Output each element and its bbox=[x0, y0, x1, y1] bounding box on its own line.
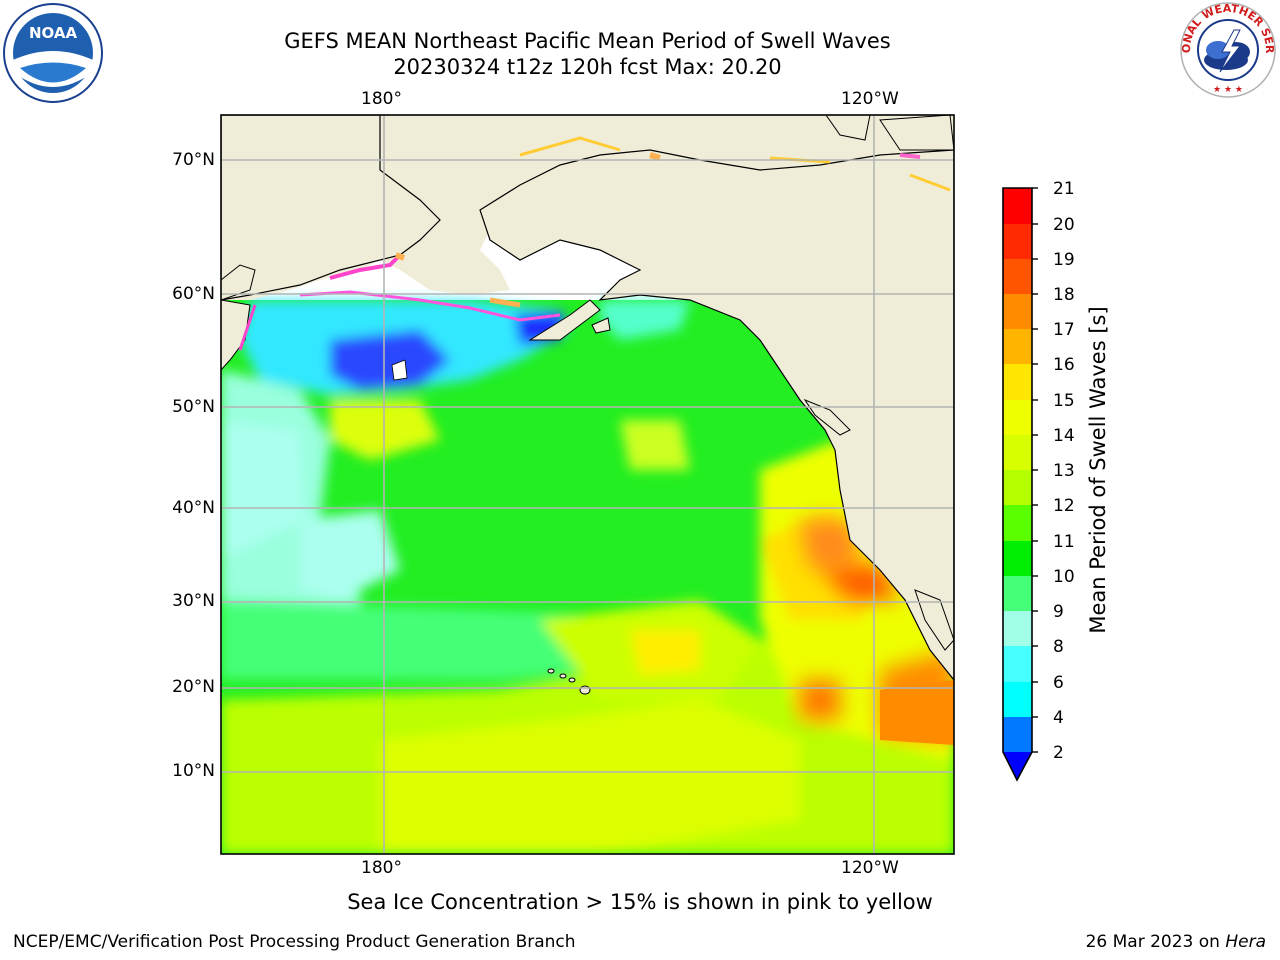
colorbar-tick-10: 10 bbox=[1053, 567, 1075, 587]
colorbar-tick-21: 21 bbox=[1053, 179, 1075, 199]
colorbar-band-2-4 bbox=[1003, 717, 1032, 753]
colorbar-band-18-19 bbox=[1003, 259, 1032, 295]
lat-label-10n: 10°N bbox=[172, 761, 215, 781]
colorbar-tick-16: 16 bbox=[1053, 355, 1075, 375]
footer-date-text: 26 Mar 2023 on bbox=[1085, 932, 1226, 952]
lon-label-top-180: 180° bbox=[361, 89, 402, 109]
colorbar-band-9-10 bbox=[1003, 576, 1032, 612]
colorbar-band-12-13 bbox=[1003, 470, 1032, 506]
sea-ice-note: Sea Ice Concentration > 15% is shown in … bbox=[347, 890, 933, 914]
colorbar-tick-13: 13 bbox=[1053, 461, 1075, 481]
footer-credit: NCEP/EMC/Verification Post Processing Pr… bbox=[13, 932, 576, 952]
lon-label-bottom-120w: 120°W bbox=[841, 858, 899, 878]
colorbar-band-8-9 bbox=[1003, 611, 1032, 647]
colorbar-band-6-8 bbox=[1003, 646, 1032, 682]
colorbar-tick-4: 4 bbox=[1053, 708, 1064, 728]
svg-text:★ ★ ★: ★ ★ ★ bbox=[1213, 85, 1243, 95]
colorbar-band-14-15 bbox=[1003, 400, 1032, 436]
noaa-logo: NOAA bbox=[3, 3, 103, 103]
colorbar-tick-12: 12 bbox=[1053, 496, 1075, 516]
noaa-logo-text: NOAA bbox=[29, 24, 78, 42]
colorbar-band-15-16 bbox=[1003, 364, 1032, 400]
lat-label-20n: 20°N bbox=[172, 677, 215, 697]
lat-label-50n: 50°N bbox=[172, 397, 215, 417]
colorbar-extend-arrow bbox=[1003, 752, 1032, 780]
colorbar-tick-17: 17 bbox=[1053, 320, 1075, 340]
colorbar-tick-18: 18 bbox=[1053, 285, 1075, 305]
chart-title: GEFS MEAN Northeast Pacific Mean Period … bbox=[284, 29, 891, 53]
colorbar-tick-6: 6 bbox=[1053, 673, 1064, 693]
colorbar-tick-15: 15 bbox=[1053, 391, 1075, 411]
lon-label-top-120w: 120°W bbox=[841, 89, 899, 109]
colorbar-label: Mean Period of Swell Waves [s] bbox=[1086, 306, 1110, 634]
chart-subtitle: 20230324 t12z 120h fcst Max: 20.20 bbox=[393, 55, 782, 79]
lat-label-40n: 40°N bbox=[172, 498, 215, 518]
colorbar-tick-11: 11 bbox=[1053, 532, 1075, 552]
lat-label-70n: 70°N bbox=[172, 150, 215, 170]
lat-label-30n: 30°N bbox=[172, 591, 215, 611]
colorbar-band-20-21 bbox=[1003, 188, 1032, 224]
colorbar-band-11-12 bbox=[1003, 505, 1032, 541]
colorbar-band-19-20 bbox=[1003, 224, 1032, 260]
nws-logo: NATIONAL WEATHER SERVICE ★ ★ ★ bbox=[1178, 0, 1276, 98]
colorbar-tick-9: 9 bbox=[1053, 602, 1064, 622]
colorbar-band-17-18 bbox=[1003, 294, 1032, 330]
colorbar-band-13-14 bbox=[1003, 435, 1032, 471]
lat-label-60n: 60°N bbox=[172, 284, 215, 304]
colorbar-band-10-11 bbox=[1003, 541, 1032, 577]
colorbar-band-16-17 bbox=[1003, 329, 1032, 365]
colorbar-tick-20: 20 bbox=[1053, 215, 1075, 235]
lon-label-bottom-180: 180° bbox=[361, 858, 402, 878]
colorbar-tick-14: 14 bbox=[1053, 426, 1075, 446]
colorbar-band-4-6 bbox=[1003, 682, 1032, 718]
colorbar-tick-8: 8 bbox=[1053, 637, 1064, 657]
footer-date: 26 Mar 2023 on Hera bbox=[1086, 932, 1266, 952]
footer-host: Hera bbox=[1225, 932, 1266, 952]
colorbar-tick-2: 2 bbox=[1053, 743, 1064, 763]
colorbar-tick-19: 19 bbox=[1053, 250, 1075, 270]
